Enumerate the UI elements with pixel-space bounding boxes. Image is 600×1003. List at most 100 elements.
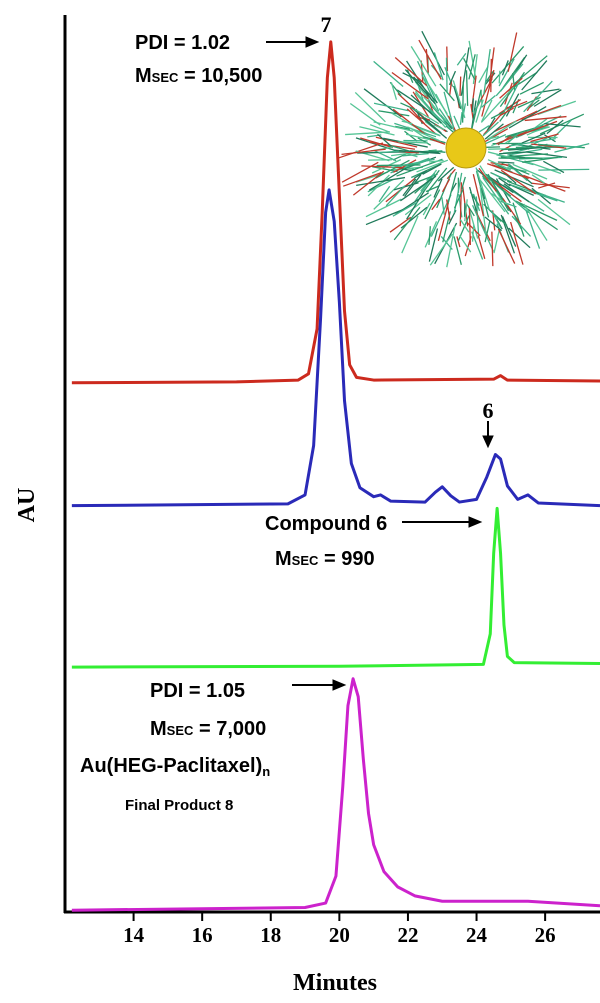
nanoparticle-strand [413, 169, 428, 179]
nanoparticle-strand [429, 108, 451, 130]
nanoparticle-strand [415, 116, 431, 121]
nanoparticle-strand [461, 81, 464, 123]
nanoparticle-strand [478, 125, 490, 133]
nanoparticle-strand [438, 108, 457, 133]
nanoparticle-strand [363, 88, 402, 118]
nanoparticle-strand [413, 76, 438, 104]
nanoparticle-strand [481, 94, 496, 108]
nanoparticle-strand [523, 80, 553, 113]
nanoparticle-strand [367, 174, 390, 197]
nanoparticle-strand [356, 176, 406, 187]
nanoparticle-strand [490, 110, 505, 120]
nanoparticle-strand [343, 172, 382, 187]
x-tick-label: 16 [192, 923, 213, 947]
nanoparticle-strand [422, 202, 431, 216]
nanoparticle-strand [446, 199, 451, 221]
nanoparticle-strand [471, 231, 484, 260]
nanoparticle-strand [372, 166, 398, 173]
nanoparticle-strand [416, 159, 449, 173]
annotation: M [275, 548, 292, 570]
nanoparticle-strand [543, 160, 565, 174]
nanoparticle-strand [498, 99, 521, 115]
nanoparticle-strand [538, 168, 590, 171]
nanoparticle-strand [390, 158, 435, 169]
nanoparticle-strand [392, 108, 426, 135]
nanoparticle-strand [449, 79, 453, 95]
nanoparticle-strand [424, 78, 448, 115]
nanoparticle-strand [466, 203, 475, 217]
nanoparticle-strand [498, 151, 530, 155]
nanoparticle-strand [421, 74, 440, 112]
nanoparticle-strand [375, 159, 410, 179]
nanoparticle-strand [537, 198, 571, 226]
nanoparticle-strand [534, 118, 548, 129]
nanoparticle-strand [486, 176, 512, 197]
nanoparticle-strand [481, 69, 495, 117]
nanoparticle-strand [498, 58, 515, 87]
nanoparticle-strand [503, 172, 517, 185]
nanoparticle-strand [497, 228, 516, 264]
nanoparticle-strand [355, 137, 398, 152]
nanoparticle-strand [519, 81, 544, 95]
nanoparticle-strand [436, 172, 452, 209]
nanoparticle-strand [486, 117, 496, 131]
nanoparticle-strand [521, 132, 546, 144]
arrow-head [468, 516, 483, 528]
nanoparticle-strand [429, 233, 453, 266]
nanoparticle-strand [528, 99, 540, 109]
x-tick-label: 20 [329, 923, 350, 947]
nanoparticle-strand [377, 133, 392, 147]
annotation: Compound 6 [265, 513, 387, 535]
nanoparticle-strand [544, 134, 556, 143]
nanoparticle-strand [484, 216, 503, 232]
nanoparticle-strand [505, 93, 520, 117]
nanoparticle-strand [400, 102, 415, 110]
nanoparticle-strand [508, 106, 547, 129]
nanoparticle-strand [484, 220, 491, 243]
nanoparticle-strand [414, 108, 440, 125]
nanoparticle-strand [489, 176, 514, 194]
annotation-sub: SEC [292, 553, 319, 568]
nanoparticle-strand [475, 167, 490, 210]
nanoparticle-strand [410, 94, 443, 124]
nanoparticle-strand [473, 99, 482, 114]
nanoparticle-strand [531, 143, 567, 149]
annotation: = 990 [318, 548, 374, 570]
nanoparticle-strand [422, 163, 442, 175]
nanoparticle-strand [433, 52, 444, 81]
nanoparticle-strand [453, 236, 462, 265]
x-tick-label: 18 [260, 923, 281, 947]
nanoparticle-strand [483, 49, 491, 95]
nanoparticle-strand [459, 219, 470, 233]
nanoparticle-strand [544, 122, 581, 128]
nanoparticle-core [445, 127, 487, 169]
nanoparticle-strand [429, 138, 446, 145]
nanoparticle-strand [504, 82, 513, 105]
nanoparticle-strand [525, 209, 541, 249]
y-axis-label: AU [14, 488, 40, 523]
chromatogram-trace [71, 188, 600, 508]
nanoparticle-strand [471, 205, 494, 252]
arrow-head [305, 36, 320, 48]
nanoparticle-strand [498, 177, 511, 187]
nanoparticle-strand [478, 178, 506, 213]
nanoparticle-strand [490, 162, 509, 166]
nanoparticle-strand [470, 75, 477, 110]
x-tick-label: 14 [123, 923, 145, 947]
nanoparticle-strand [503, 80, 521, 113]
nanoparticle-strand [472, 174, 485, 217]
nanoparticle-strand [490, 210, 502, 229]
nanoparticle-strand [546, 119, 564, 135]
nanoparticle-strand [523, 203, 548, 241]
nanoparticle-strand [478, 167, 497, 192]
nanoparticle-strand [531, 174, 545, 184]
nanoparticle-strand [507, 32, 518, 72]
nanoparticle-strand [394, 57, 428, 87]
nanoparticle-strand [352, 170, 385, 196]
nanoparticle-strand [478, 65, 489, 84]
nanoparticle-strand [501, 147, 528, 151]
x-tick-label: 24 [466, 923, 488, 947]
nanoparticle-strand [422, 169, 440, 193]
nanoparticle-strand [437, 203, 449, 241]
